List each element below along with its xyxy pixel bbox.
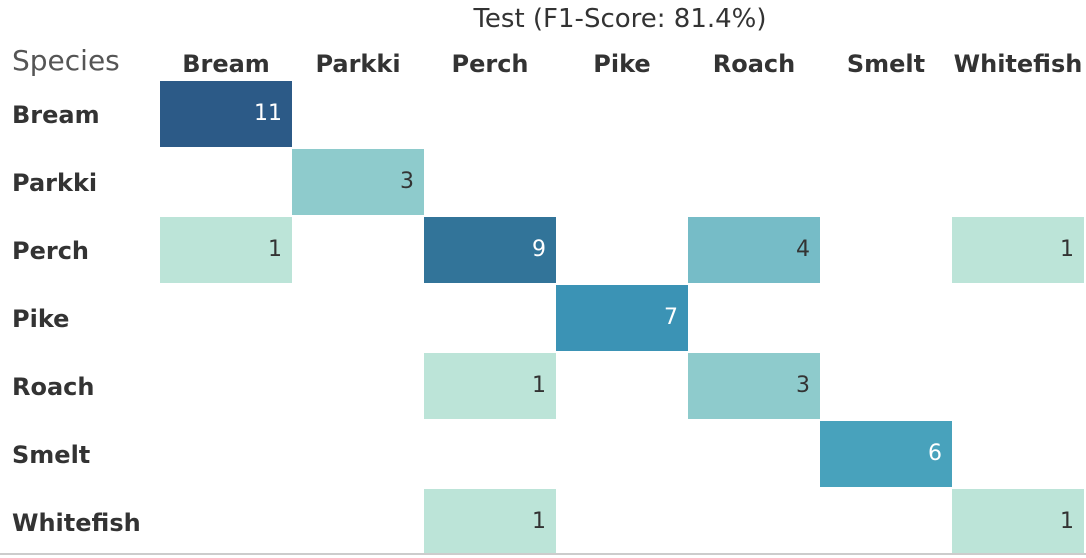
row-label: Parkki xyxy=(12,169,98,197)
column-label: Parkki xyxy=(315,50,401,78)
row-label: Smelt xyxy=(12,441,91,469)
heatmap-cell: 4 xyxy=(688,217,820,283)
column-label: Whitefish xyxy=(953,50,1083,78)
heatmap-cell: 1 xyxy=(952,489,1084,555)
heatmap-cell: 3 xyxy=(688,353,820,419)
chart-title: Test (F1-Score: 81.4%) xyxy=(473,4,767,34)
row-label: Whitefish xyxy=(12,509,141,537)
bottom-rule xyxy=(0,553,1086,555)
column-label: Bream xyxy=(182,50,270,78)
column-label: Perch xyxy=(451,50,529,78)
row-label: Pike xyxy=(12,305,70,333)
heatmap-cell: 1 xyxy=(424,489,556,555)
heatmap-cell: 6 xyxy=(820,421,952,487)
heatmap-cell: 9 xyxy=(424,217,556,283)
column-label: Pike xyxy=(593,50,651,78)
heatmap-cell: 1 xyxy=(424,353,556,419)
row-label: Roach xyxy=(12,373,95,401)
row-label: Bream xyxy=(12,101,100,129)
heatmap-cell: 11 xyxy=(160,81,292,147)
column-label: Roach xyxy=(712,50,796,78)
heatmap-cell: 7 xyxy=(556,285,688,351)
row-header-label: Species xyxy=(12,44,120,77)
heatmap-cell: 1 xyxy=(952,217,1084,283)
heatmap-cell: 3 xyxy=(292,149,424,215)
row-label: Perch xyxy=(12,237,90,265)
heatmap-cell: 1 xyxy=(160,217,292,283)
column-label: Smelt xyxy=(846,50,926,78)
